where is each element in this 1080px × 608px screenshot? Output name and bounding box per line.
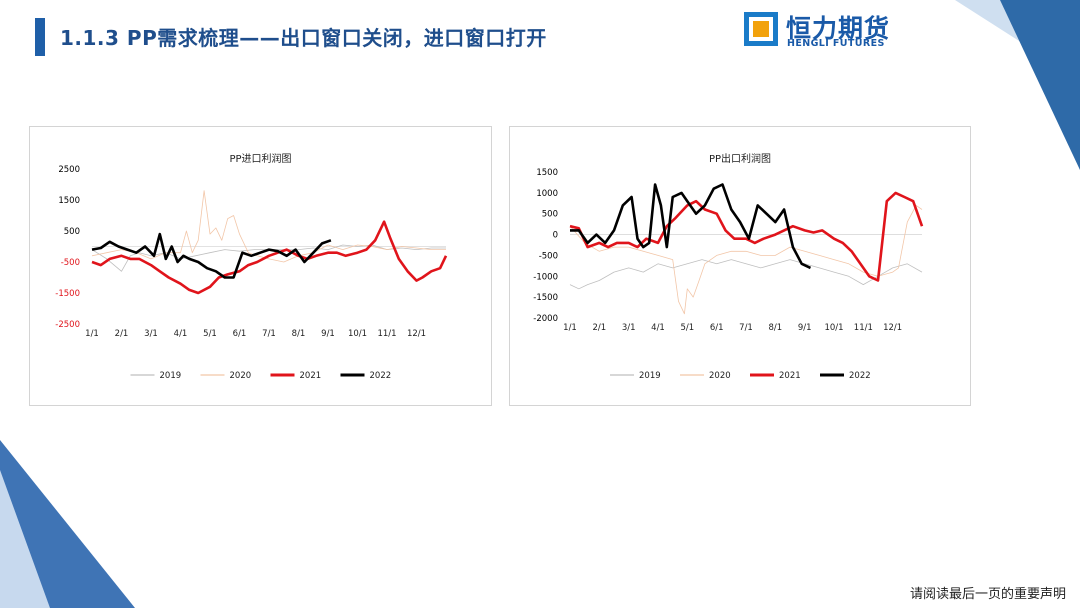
x-tick-label: 11/1: [854, 323, 873, 333]
y-tick-label: -500: [61, 258, 80, 268]
x-tick-label: 7/1: [262, 329, 276, 339]
title-accent-bar: [35, 18, 45, 56]
export-profit-chart: PP出口利润图 1500 1000 500 0 -500 -1000 -1500 -2000 1/…: [533, 152, 924, 381]
x-tick-label: 8/1: [292, 329, 306, 339]
chart-title: PP出口利润图: [709, 152, 771, 165]
x-tick-label: 10/1: [348, 329, 367, 339]
export-profit-chart-panel: PP出口利润图 1500 1000 500 0 -500 -1000 -1500 -2000 1/…: [509, 126, 971, 406]
y-tick-label: 1500: [536, 168, 558, 178]
y-tick-label: -500: [539, 251, 558, 261]
y-tick-label: -2000: [533, 314, 558, 324]
series-line-2021: [569, 191, 924, 282]
x-tick-label: 1/1: [85, 329, 99, 339]
import-profit-chart-panel: PP进口利润图 2500 1500 500 -500 -1500 -2500 1/1 2/1 3/…: [29, 126, 492, 406]
x-tick-label: 4/1: [651, 323, 665, 333]
series-line-2022: [570, 183, 812, 270]
y-tick-label: 500: [542, 210, 558, 220]
x-tick-label: 5/1: [203, 329, 217, 339]
x-tick-label: 12/1: [883, 323, 902, 333]
x-tick-label: 1/1: [563, 323, 577, 333]
legend-label-2022: 2022: [370, 371, 392, 381]
company-logo: 恒力期货 HENGLI FUTURES: [744, 12, 914, 52]
logo-chinese-name: 恒力期货: [786, 14, 891, 43]
x-tick-label: 6/1: [233, 329, 247, 339]
x-tick-label: 11/1: [377, 329, 396, 339]
series-line-2020: [569, 205, 923, 315]
y-tick-label: 1500: [58, 196, 80, 206]
x-tick-label: 8/1: [768, 323, 782, 333]
y-tick-label: -1000: [533, 272, 558, 282]
series-line-2021: [91, 220, 448, 295]
y-tick-label: 500: [64, 227, 80, 237]
x-tick-label: 9/1: [798, 323, 812, 333]
legend-label-2019: 2019: [639, 371, 661, 381]
disclaimer-note: 请阅读最后一页的重要声明: [909, 587, 1066, 602]
legend-label-2019: 2019: [160, 371, 182, 381]
series-line-2019: [569, 259, 923, 290]
import-profit-chart: PP进口利润图 2500 1500 500 -500 -1500 -2500 1/1 2/1 3/…: [55, 152, 448, 381]
y-tick-label: 1000: [536, 189, 558, 199]
legend-label-2020: 2020: [230, 371, 252, 381]
series-line-2020: [91, 190, 446, 263]
x-tick-label: 2/1: [115, 329, 129, 339]
legend-label-2020: 2020: [709, 371, 731, 381]
x-tick-label: 7/1: [739, 323, 753, 333]
x-tick-label: 9/1: [321, 329, 335, 339]
x-tick-label: 12/1: [407, 329, 426, 339]
logo-english-name: HENGLI FUTURES: [787, 38, 885, 49]
y-tick-label: -2500: [55, 320, 80, 330]
legend-label-2021: 2021: [300, 371, 322, 381]
y-tick-label: 0: [553, 231, 558, 241]
x-tick-label: 3/1: [144, 329, 158, 339]
x-tick-label: 2/1: [592, 323, 606, 333]
logo-icon: [744, 12, 778, 46]
x-tick-label: 4/1: [174, 329, 188, 339]
x-tick-label: 5/1: [680, 323, 694, 333]
y-tick-label: -1500: [55, 289, 80, 299]
page-title: 1.1.3 PP需求梳理——出口窗口关闭，进口窗口打开: [60, 26, 547, 50]
y-tick-label: 2500: [58, 165, 80, 175]
legend-label-2021: 2021: [779, 371, 801, 381]
y-tick-label: -1500: [533, 293, 558, 303]
x-tick-label: 3/1: [622, 323, 636, 333]
x-tick-label: 6/1: [710, 323, 724, 333]
legend-label-2022: 2022: [849, 371, 871, 381]
chart-title: PP进口利润图: [229, 152, 291, 165]
x-tick-label: 10/1: [824, 323, 843, 333]
series-line-2022: [91, 232, 332, 279]
